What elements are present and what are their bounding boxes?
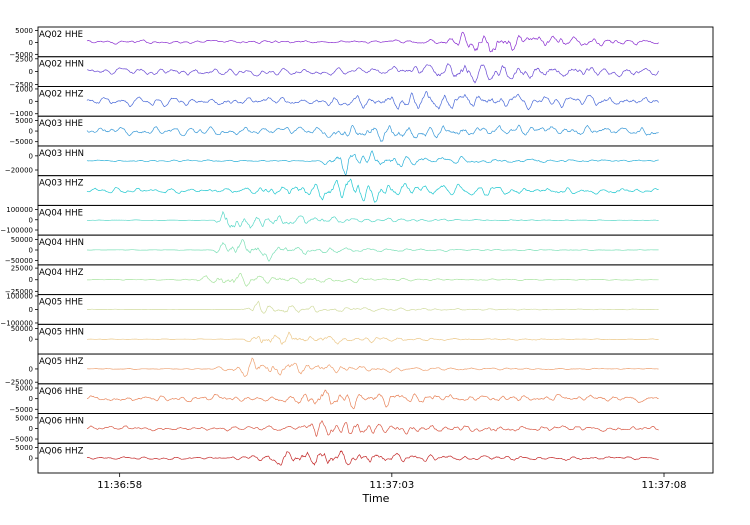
panel-label: AQ05 HHE xyxy=(39,298,83,308)
series-line xyxy=(86,124,659,143)
series-line xyxy=(86,150,659,176)
y-tick-label: −2500 xyxy=(9,81,33,89)
panel-label: AQ02 HHZ xyxy=(39,89,84,99)
series-line xyxy=(87,239,659,262)
panel-label: AQ06 HHN xyxy=(39,417,84,427)
panel-label: AQ02 HHE xyxy=(39,30,83,40)
y-tick-label: 0 xyxy=(29,336,33,344)
y-tick-label: 5000 xyxy=(15,414,33,422)
panel-label: AQ04 HHZ xyxy=(39,268,84,278)
panel-label: AQ06 HHE xyxy=(39,387,83,397)
y-tick-label: −100000 xyxy=(0,319,33,327)
y-tick-label: −5000 xyxy=(9,406,33,414)
y-tick-label: 5000 xyxy=(15,117,33,125)
y-tick-label: 2500 xyxy=(15,55,33,63)
x-axis-title: Time xyxy=(362,492,390,505)
y-tick-label: 0 xyxy=(29,247,33,255)
y-tick-label: −100000 xyxy=(0,227,33,235)
series-line xyxy=(86,178,659,203)
y-tick-label: −1000 xyxy=(9,110,33,118)
x-tick-label: 11:36:58 xyxy=(97,480,142,491)
y-tick-label: 50000 xyxy=(11,325,33,333)
series-line xyxy=(87,389,659,410)
y-tick-label: 50000 xyxy=(11,236,33,244)
y-tick-label: −20000 xyxy=(5,167,33,175)
y-tick-label: 0 xyxy=(29,455,33,463)
series-line xyxy=(87,272,659,287)
y-tick-label: −5000 xyxy=(9,436,33,444)
y-tick-label: 0 xyxy=(29,152,33,160)
y-tick-label: 1000 xyxy=(15,85,33,93)
y-tick-label: −5000 xyxy=(9,138,33,146)
series-line xyxy=(86,210,659,229)
y-tick-label: 5000 xyxy=(15,385,33,393)
y-tick-label: 0 xyxy=(29,306,33,314)
panel-label: AQ05 HHN xyxy=(39,327,84,337)
y-tick-label: −50000 xyxy=(5,257,33,265)
panel-label: AQ03 HHN xyxy=(39,149,84,159)
y-tick-label: 0 xyxy=(29,128,33,136)
series-line xyxy=(86,419,659,438)
series-line xyxy=(86,450,659,466)
y-tick-label: 0 xyxy=(29,395,33,403)
y-tick-label: 0 xyxy=(29,365,33,373)
panel-label: AQ02 HHN xyxy=(39,60,84,70)
y-tick-label: 0 xyxy=(29,276,33,284)
x-tick-label: 11:37:08 xyxy=(642,480,687,491)
panel-label: AQ05 HHZ xyxy=(39,357,84,367)
y-tick-label: 0 xyxy=(29,425,33,433)
y-tick-label: −25000 xyxy=(5,288,33,296)
series-line xyxy=(87,331,659,345)
y-tick-label: 5000 xyxy=(15,444,33,452)
x-tick-label: 11:37:03 xyxy=(369,480,414,491)
panel-label: AQ03 HHE xyxy=(39,119,83,129)
panel-aq06-hhe: 5000 0 −5000 AQ06 HHE xyxy=(9,383,714,414)
y-tick-label: 0 xyxy=(29,68,33,76)
series-line xyxy=(87,357,659,377)
y-tick-label: 5000 xyxy=(15,27,33,35)
y-tick-label: 0 xyxy=(29,216,33,224)
series-line xyxy=(87,300,659,314)
y-tick-label: −25000 xyxy=(5,379,33,387)
x-axis: 11:36:58 11:37:03 11:37:08 xyxy=(97,473,686,491)
panel-label: AQ03 HHZ xyxy=(39,179,84,189)
series-line xyxy=(87,63,659,84)
panel-label: AQ04 HHE xyxy=(39,208,83,218)
y-tick-label: 25000 xyxy=(11,265,33,273)
panel-aq03-hhe: 5000 0 −5000 AQ03 HHE xyxy=(9,115,714,147)
y-tick-label: −5000 xyxy=(9,51,33,59)
y-tick-label: 100000 xyxy=(6,292,33,300)
y-tick-label: 0 xyxy=(29,98,33,106)
series-line xyxy=(86,31,659,53)
panel-label: AQ04 HHN xyxy=(39,238,84,248)
series-line xyxy=(86,91,659,111)
panel-label: AQ06 HHZ xyxy=(39,446,84,456)
y-tick-label: 100000 xyxy=(6,206,33,214)
y-tick-label: 0 xyxy=(29,39,33,47)
panel-aq06-hhz: 5000 0 AQ06 HHZ xyxy=(15,442,714,474)
